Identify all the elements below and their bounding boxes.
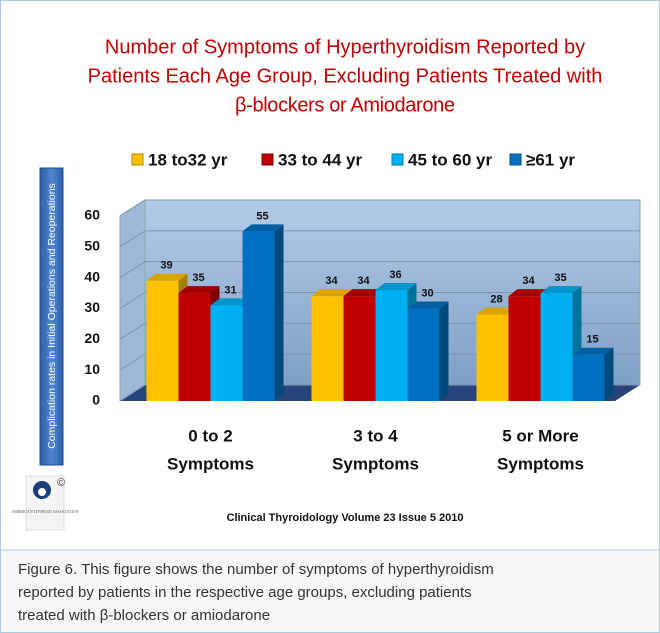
x-tick-label: Symptoms <box>332 454 419 473</box>
grid-line <box>119 199 640 217</box>
value-label: 34 <box>357 275 370 287</box>
value-label: 55 <box>256 210 268 222</box>
bar-top <box>476 307 518 315</box>
x-tick-label: 5 or More <box>502 426 579 445</box>
y-axis-label: Complication rates in Initial Operations… <box>46 183 58 449</box>
y-tick-label: 60 <box>84 207 100 223</box>
x-tick-label: Symptoms <box>497 454 584 473</box>
legend-label: 33 to 44 yr <box>278 150 362 169</box>
grid-line <box>119 353 640 371</box>
logo-text: AMERICAN THYROID ASSOCIATION <box>11 509 78 514</box>
bar-side <box>604 347 614 401</box>
bar <box>146 280 179 401</box>
caption: Figure 6. This figure shows the number o… <box>18 561 494 578</box>
bar-top <box>508 289 550 297</box>
bar-top <box>242 224 284 232</box>
grid-line <box>119 384 640 402</box>
bar <box>540 293 573 401</box>
legend-swatch <box>261 153 274 166</box>
bar <box>375 290 408 401</box>
bar-top <box>311 289 353 297</box>
bar <box>343 296 376 401</box>
x-tick-label: Symptoms <box>167 454 254 473</box>
bar-side <box>439 301 449 401</box>
bar <box>311 296 344 401</box>
value-label: 35 <box>192 272 204 284</box>
bar-top <box>343 289 385 297</box>
bar-top <box>178 286 220 294</box>
grid-line <box>119 292 640 309</box>
value-label: 39 <box>160 260 172 272</box>
legend-swatch <box>131 153 144 166</box>
bar <box>407 308 440 401</box>
value-label: 34 <box>522 275 535 287</box>
chart-title: Patients Each Age Group, Excluding Patie… <box>88 65 603 87</box>
bar-top <box>572 347 614 355</box>
y-tick-label: 40 <box>84 268 100 284</box>
y-label-box <box>39 167 64 466</box>
grid-line <box>119 230 640 248</box>
legend-label: ≥61 yr <box>526 150 575 169</box>
legend-swatch <box>509 153 522 166</box>
y-tick-label: 50 <box>84 238 100 254</box>
y-tick-label: 10 <box>84 361 100 377</box>
bar-top <box>375 283 417 290</box>
bar <box>476 314 509 401</box>
value-label: 15 <box>586 334 598 346</box>
bar <box>242 231 275 401</box>
y-tick-label: 0 <box>92 392 100 408</box>
bar <box>508 296 541 401</box>
caption: treated with β-blockers or amiodarone <box>18 607 270 624</box>
bar-top <box>210 298 252 306</box>
legend-label: 18 to32 yr <box>148 150 228 169</box>
bar <box>210 305 243 401</box>
source: Clinical Thyroidology Volume 23 Issue 5 … <box>227 512 464 524</box>
caption: reported by patients in the respective a… <box>18 584 472 601</box>
bar-top <box>540 286 582 294</box>
legend-swatch <box>391 153 404 166</box>
value-label: 35 <box>554 272 566 284</box>
grid-line <box>119 261 640 279</box>
chart-title: β-blockers or Amiodarone <box>235 94 455 116</box>
bar-side <box>274 224 284 401</box>
value-label: 30 <box>421 287 433 299</box>
legend-label: 45 to 60 yr <box>408 150 492 169</box>
chart-title: Number of Symptoms of Hyperthyroidism Re… <box>105 36 585 58</box>
logo-copyright: © <box>57 477 65 489</box>
x-tick-label: 3 to 4 <box>353 426 398 445</box>
bar <box>572 354 605 401</box>
logo: © <box>25 475 65 531</box>
caption-area <box>1 550 659 632</box>
logo-mark-inner <box>38 488 46 496</box>
y-tick-label: 20 <box>84 330 100 346</box>
value-label: 34 <box>325 275 338 287</box>
bar <box>178 293 211 401</box>
grid-line <box>119 322 640 340</box>
value-label: 36 <box>389 269 401 281</box>
value-label: 28 <box>490 294 502 306</box>
y-tick-label: 30 <box>84 299 100 315</box>
value-label: 31 <box>224 284 236 296</box>
bar-top <box>407 301 449 309</box>
x-tick-label: 0 to 2 <box>188 426 232 445</box>
bar-top <box>146 273 188 281</box>
